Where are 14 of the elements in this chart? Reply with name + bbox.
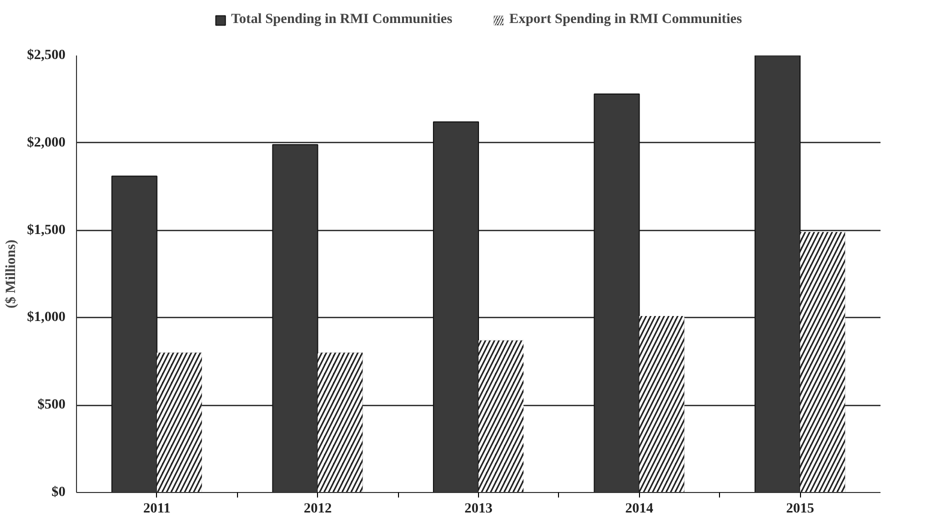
y-tick-label: $1,000 — [27, 310, 66, 326]
x-tick-label: 2015 — [786, 502, 814, 516]
legend-label: Export Spending in RMI Communities — [509, 12, 742, 28]
x-tick-label: 2013 — [464, 502, 492, 516]
y-tick-label: $2,500 — [27, 48, 66, 63]
x-tick-label: 2014 — [625, 502, 654, 516]
y-tick-label: $0 — [52, 485, 66, 500]
x-tick-label: 2012 — [304, 502, 332, 516]
y-axis-title: ($ Millions) — [4, 239, 19, 308]
legend-label: Total Spending in RMI Communities — [231, 12, 452, 28]
y-tick-label: $2,000 — [27, 135, 66, 150]
x-tick-label: 2011 — [143, 502, 171, 516]
y-tick-label: $500 — [38, 398, 66, 413]
y-tick-label: $1,500 — [27, 222, 66, 238]
